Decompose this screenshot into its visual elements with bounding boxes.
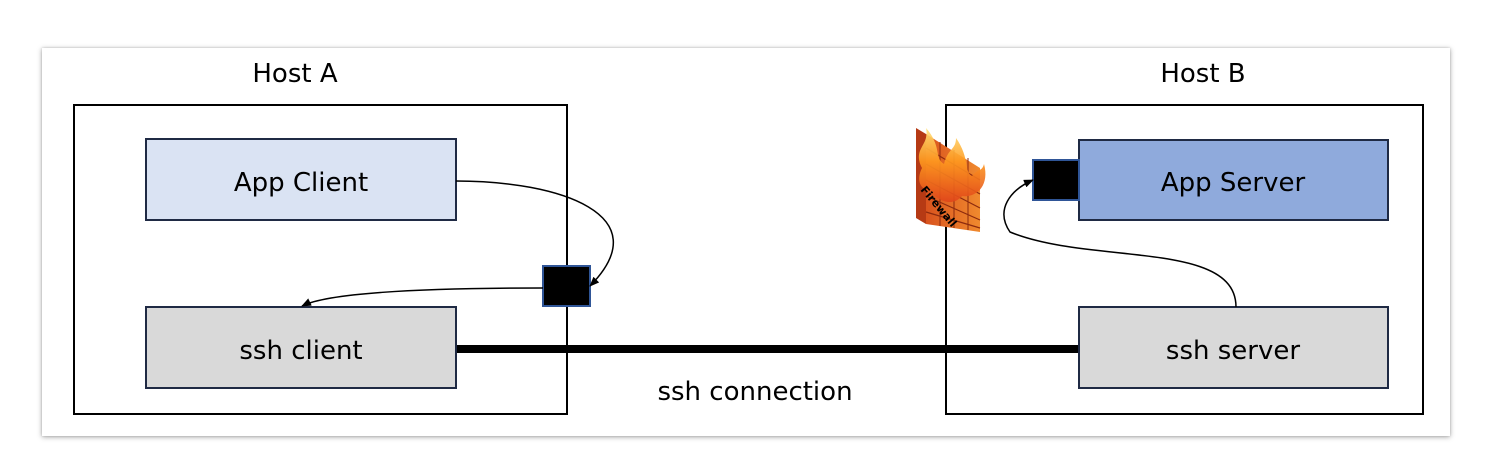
- ssh-server-box: [1078, 306, 1389, 389]
- ssh-server-label: ssh server: [1166, 336, 1300, 366]
- arrow-client-to-port: [455, 180, 615, 287]
- app-server-box: [1078, 139, 1389, 221]
- host-b-port: [1032, 159, 1080, 201]
- ssh-client-label: ssh client: [239, 336, 362, 366]
- host-a-port: [542, 265, 591, 307]
- host-a-container: [73, 104, 568, 415]
- app-server-label: App Server: [1161, 168, 1306, 198]
- arrow-port-to-ssh-client: [301, 287, 544, 307]
- ssh-client-box: [145, 306, 457, 389]
- app-client-label: App Client: [234, 168, 368, 198]
- host-b-label: Host B: [1160, 59, 1245, 89]
- ssh-connection-label: ssh connection: [657, 377, 852, 407]
- arrow-ssh-server-to-port: [1003, 179, 1237, 308]
- host-a-label: Host A: [252, 59, 337, 89]
- host-b-container: [945, 104, 1424, 415]
- app-client-box: [145, 138, 457, 221]
- firewall-icon: Firewall: [916, 128, 986, 232]
